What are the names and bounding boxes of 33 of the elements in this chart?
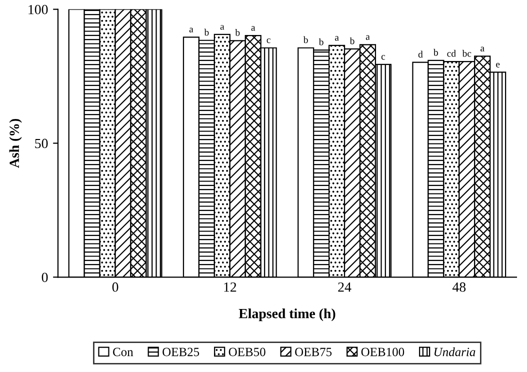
y-tick-label: 100 [28,4,48,14]
x-tick-label: 12 [224,282,236,292]
data-label: e [496,62,500,68]
data-label: c [266,38,270,44]
legend-label: OEB75 [295,348,332,356]
x-axis-title: Elapsed time (h) [238,308,336,322]
x-tick-label: 24 [338,282,352,292]
y-axis-title: Ash (%) [9,118,22,168]
data-label: a [334,36,339,41]
y-tick-label: 0 [42,272,48,282]
data-label: b [318,38,324,46]
data-label: b [303,36,308,44]
data-label: b [235,29,240,36]
data-label: a [220,25,224,30]
legend-label: Undaria [434,347,476,356]
legend-label: OEB100 [361,348,404,356]
data-label: a [480,46,484,52]
x-tick-label: 48 [452,282,466,292]
legend-label: OEB25 [162,348,200,356]
legend-label: Con [113,348,134,356]
data-label: a [251,26,256,31]
x-tick-label: 0 [112,282,118,292]
data-label: cd [447,50,456,57]
data-label: bc [462,50,472,57]
data-label: b [434,48,438,56]
data-label: b [204,28,209,36]
legend-label: OEB50 [228,348,266,356]
data-label: a [366,35,370,40]
data-label: a [189,28,194,32]
data-label: b [350,37,354,44]
data-label: d [418,50,423,58]
y-tick-label: 50 [35,138,48,148]
data-label: c [381,55,386,60]
